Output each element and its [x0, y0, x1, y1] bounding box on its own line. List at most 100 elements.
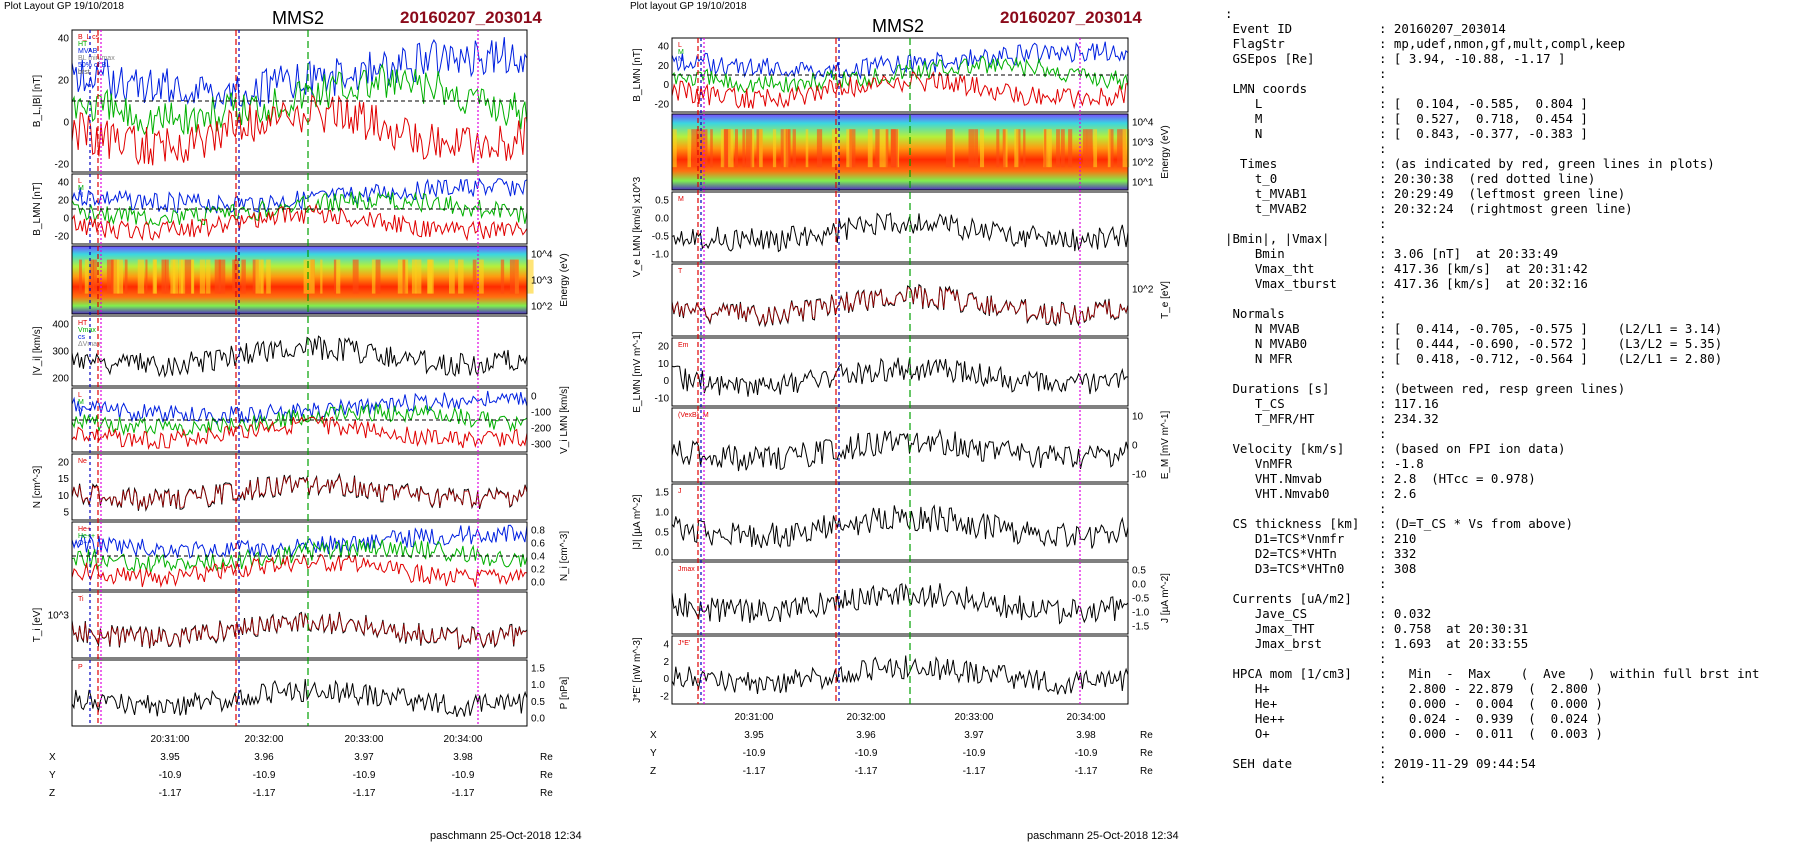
panel-frame	[671, 37, 1129, 113]
spectrogram-stripe	[415, 259, 422, 294]
info-label: Vmax_tburst	[1225, 276, 1337, 291]
series-line	[71, 203, 528, 242]
info-value: : 2.800 - 22.879 ( 2.800 )	[1379, 681, 1603, 696]
info-label: LMN coords	[1225, 81, 1308, 96]
series-line	[671, 55, 1129, 93]
legend-entry: Em	[678, 342, 689, 349]
info-label: N	[1225, 126, 1263, 141]
spectrogram-stripe	[816, 129, 823, 168]
spectrogram-stripe	[1086, 129, 1093, 168]
spectrogram-stripe	[404, 259, 409, 294]
y-tick-label: 0.5	[655, 196, 669, 207]
spectrogram-stripe	[513, 259, 519, 294]
legend-entry: BL min/max	[78, 55, 115, 62]
spectrogram-stripe	[402, 259, 406, 294]
info-value: : 0.032	[1379, 606, 1432, 621]
spectrogram-stripe	[120, 259, 124, 294]
info-value: : 332	[1379, 546, 1417, 561]
right-footer: paschmann 25-Oct-2018 12:34	[1027, 830, 1179, 842]
spectrogram-stripe	[472, 259, 477, 294]
spectrogram-stripe	[996, 129, 1000, 168]
info-row: Vmax_tht: 417.36 [km/s] at 20:31:42	[1225, 261, 1759, 276]
info-row: L: [ 0.104, -0.585, 0.804 ]	[1225, 96, 1759, 111]
coord-unit: Re	[1140, 730, 1153, 741]
spectrogram-stripe	[1060, 129, 1065, 168]
panel-frame	[71, 245, 528, 315]
spectrogram-stripe	[308, 259, 315, 294]
spectrogram-stripe	[93, 259, 97, 294]
y-tick-label: 0.4	[531, 552, 545, 563]
spectrogram-stripe	[458, 259, 464, 294]
spectrogram-stripe	[735, 129, 738, 168]
info-value: :	[1379, 306, 1387, 321]
spectrogram-stripe	[500, 259, 505, 294]
legend-entry: Ne	[78, 458, 87, 465]
spectrogram-stripe	[184, 259, 192, 294]
legend-entry: J*E'	[678, 640, 690, 647]
info-value: : 417.36 [km/s] at 20:32:16	[1379, 276, 1588, 291]
spectrogram-stripe	[206, 259, 211, 294]
y-tick-label: 10	[1132, 412, 1144, 423]
y-tick-label: 0.0	[655, 548, 669, 559]
info-value: : 3.06 [nT] at 20:33:49	[1379, 246, 1559, 261]
y-axis-label: T_e [eV]	[1160, 281, 1171, 319]
spectrogram-stripe	[165, 259, 169, 294]
info-row: Normals:	[1225, 306, 1759, 321]
info-value: : 0.758 at 20:30:31	[1379, 621, 1529, 636]
spectrogram-stripe	[1023, 129, 1026, 168]
info-row: Times: (as indicated by red, green lines…	[1225, 156, 1759, 171]
info-row: t_MVAB1: 20:29:49 (leftmost green line)	[1225, 186, 1759, 201]
coord-label: Z	[650, 766, 656, 777]
spectrogram-stripe	[759, 129, 763, 168]
info-label: N MVAB	[1225, 321, 1300, 336]
y-tick-label: -0.5	[652, 232, 670, 243]
series-line	[71, 474, 528, 510]
spectrogram-stripe	[1082, 129, 1088, 168]
spectrogram-stripe	[785, 129, 790, 168]
info-row: Jave_CS: 0.032	[1225, 606, 1759, 621]
y-axis-label: N_i [cm^-3]	[559, 531, 570, 581]
legend-entry: M	[78, 185, 84, 192]
info-value: : [ 0.843, -0.377, -0.383 ]	[1379, 126, 1588, 141]
info-row: VHT.Nmvab0: 2.6	[1225, 486, 1759, 501]
info-value: : [ 0.444, -0.690, -0.572 ] (L3/L2 = 5.3…	[1379, 336, 1723, 351]
panel-frame	[671, 561, 1129, 635]
y-tick-label: 0.0	[531, 578, 545, 589]
y-tick-label: 10^3	[531, 276, 553, 287]
legend-entry: T	[678, 268, 683, 275]
left-header: Plot Layout GP 19/10/2018	[4, 1, 124, 12]
info-row: :	[1225, 366, 1759, 381]
legend-entry: N	[78, 406, 83, 413]
info-value: :	[1379, 81, 1387, 96]
info-label: Times	[1225, 156, 1278, 171]
spectrogram-stripe	[336, 259, 341, 294]
spectrogram-stripe	[152, 259, 157, 294]
info-row: CS thickness [km]: (D=T_CS * Vs from abo…	[1225, 516, 1759, 531]
spectrogram-stripe	[266, 259, 271, 294]
info-row: :	[1225, 426, 1759, 441]
y-tick-label: 0.0	[531, 714, 545, 725]
legend-entry: Ti	[78, 596, 84, 603]
spectrogram-stripe	[181, 259, 184, 294]
spectrogram-stripe	[1068, 129, 1073, 168]
legend-entry: N	[678, 56, 683, 63]
coord-value: -10.9	[353, 770, 376, 781]
spectrogram-stripe	[241, 259, 246, 294]
y-tick-label: 1.5	[531, 664, 545, 675]
coord-unit: Re	[1140, 766, 1153, 777]
panel-5: 0 -100 -200 -300 V_i LMN [km/s] LMN	[71, 386, 570, 454]
legend-entry: M	[78, 399, 84, 406]
y-tick-label: 10^4	[1132, 118, 1154, 129]
spectrogram-stripe	[687, 129, 692, 168]
info-label: VHT.Nmvab	[1225, 471, 1322, 486]
info-row: :	[1225, 291, 1759, 306]
spectrogram-stripe	[479, 259, 484, 294]
info-label: Durations [s]	[1225, 381, 1330, 396]
y-tick-label: 40	[58, 178, 70, 189]
panel-frame	[71, 315, 528, 387]
info-label: |Bmin|, |Vmax|	[1225, 231, 1330, 246]
info-row: |Bmin|, |Vmax|:	[1225, 231, 1759, 246]
info-row: Jmax_THT: 0.758 at 20:30:31	[1225, 621, 1759, 636]
spectrogram-stripe	[867, 129, 873, 168]
panel-frame	[671, 337, 1129, 407]
